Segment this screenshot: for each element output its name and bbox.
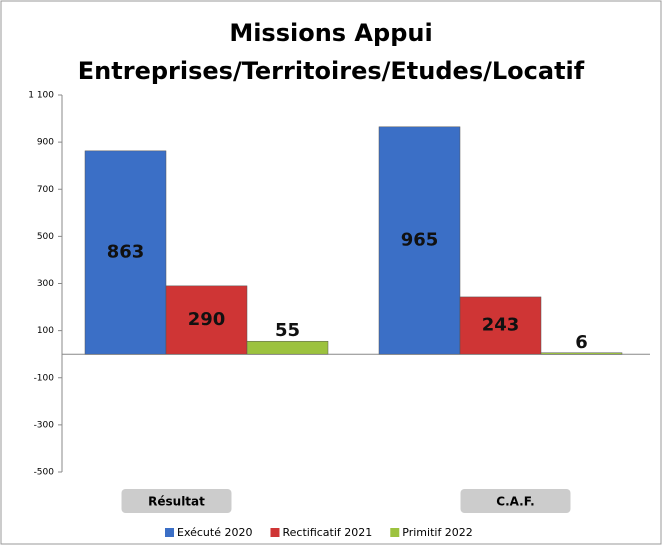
data-label: 243 bbox=[482, 315, 520, 336]
bar bbox=[165, 285, 248, 355]
y-tick-label: 500 bbox=[37, 232, 54, 242]
category-box bbox=[121, 489, 232, 513]
category-box bbox=[460, 489, 571, 513]
chart-title: Entreprises/Territoires/Etudes/Locatif bbox=[78, 57, 585, 85]
x-tick-label: Résultat bbox=[148, 495, 205, 509]
legend-swatch bbox=[165, 528, 174, 537]
bar bbox=[246, 340, 329, 355]
y-tick-label: 900 bbox=[37, 138, 54, 148]
y-tick-label: 700 bbox=[37, 185, 54, 195]
legend-label: Exécuté 2020 bbox=[177, 526, 252, 539]
y-tick-label: -500 bbox=[34, 468, 55, 478]
data-label: 290 bbox=[188, 309, 226, 330]
y-tick-label: -100 bbox=[34, 373, 55, 383]
data-label: 863 bbox=[107, 242, 145, 263]
y-tick-label: 100 bbox=[37, 326, 54, 336]
legend-swatch bbox=[390, 528, 400, 537]
data-label: 55 bbox=[275, 320, 300, 341]
bar bbox=[378, 126, 461, 355]
bar bbox=[459, 296, 542, 355]
legend-swatch bbox=[270, 528, 280, 537]
y-tick-label: 300 bbox=[37, 279, 54, 289]
legend-label: Rectificatif 2021 bbox=[282, 526, 372, 539]
data-label: 6 bbox=[575, 332, 588, 353]
x-tick-label: C.A.F. bbox=[496, 495, 534, 509]
bar bbox=[540, 352, 623, 355]
legend-label: Primitif 2022 bbox=[402, 526, 473, 539]
bar bbox=[84, 150, 167, 355]
chart-title: Missions Appui bbox=[229, 19, 432, 47]
y-tick-label: -300 bbox=[34, 420, 55, 430]
data-label: 965 bbox=[401, 229, 439, 250]
y-tick-label: 1 100 bbox=[28, 91, 54, 101]
